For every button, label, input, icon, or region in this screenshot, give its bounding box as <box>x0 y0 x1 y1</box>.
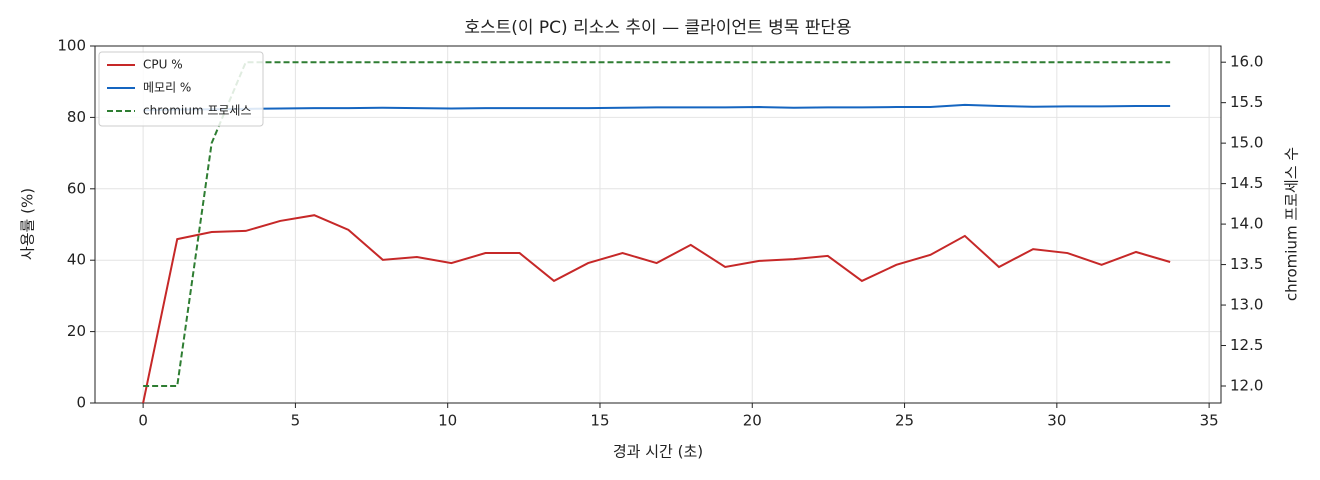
y2-tick-label: 14.5 <box>1230 174 1263 192</box>
y2-tick-label: 13.0 <box>1230 296 1263 314</box>
x-axis-label: 경과 시간 (초) <box>613 443 703 461</box>
x-tick-label: 10 <box>438 412 457 430</box>
plot-frame <box>94 45 1222 404</box>
legend-label: CPU % <box>143 58 183 72</box>
chart-title: 호스트(이 PC) 리소스 추이 — 클라이언트 병목 판단용 <box>464 18 851 38</box>
series-line <box>143 103 1171 112</box>
legend-box <box>98 51 264 127</box>
y-axis-label: 사용률 (%) <box>19 188 37 260</box>
x-tick-label: 35 <box>1200 412 1219 430</box>
x-tick-label: 20 <box>743 412 762 430</box>
x-tick-label: 15 <box>590 412 609 430</box>
x-tick-label: 30 <box>1047 412 1066 430</box>
y-tick-label: 40 <box>67 251 86 269</box>
y2-tick-label: 12.5 <box>1230 336 1263 354</box>
y2-tick-label: 16.0 <box>1230 53 1263 71</box>
legend-label: 메모리 % <box>143 81 191 95</box>
x-tick-label: 25 <box>895 412 914 430</box>
y2-tick-label: 15.0 <box>1230 134 1263 152</box>
series-line <box>143 61 1171 387</box>
y-tick-label: 100 <box>57 37 86 55</box>
y2-tick-label: 13.5 <box>1230 255 1263 273</box>
y-tick-label: 0 <box>76 394 86 412</box>
y2-axis-label: chromium 프로세스 수 <box>1283 147 1301 301</box>
y-tick-label: 20 <box>67 322 86 340</box>
y2-tick-label: 14.0 <box>1230 215 1263 233</box>
x-tick-label: 0 <box>138 412 148 430</box>
series-line <box>142 214 1171 404</box>
y2-tick-label: 12.0 <box>1230 377 1263 395</box>
y-tick-label: 80 <box>67 108 86 126</box>
legend-label: chromium 프로세스 <box>143 104 252 118</box>
y-tick-label: 60 <box>67 179 86 197</box>
x-tick-label: 5 <box>291 412 301 430</box>
y2-tick-label: 15.5 <box>1230 93 1263 111</box>
